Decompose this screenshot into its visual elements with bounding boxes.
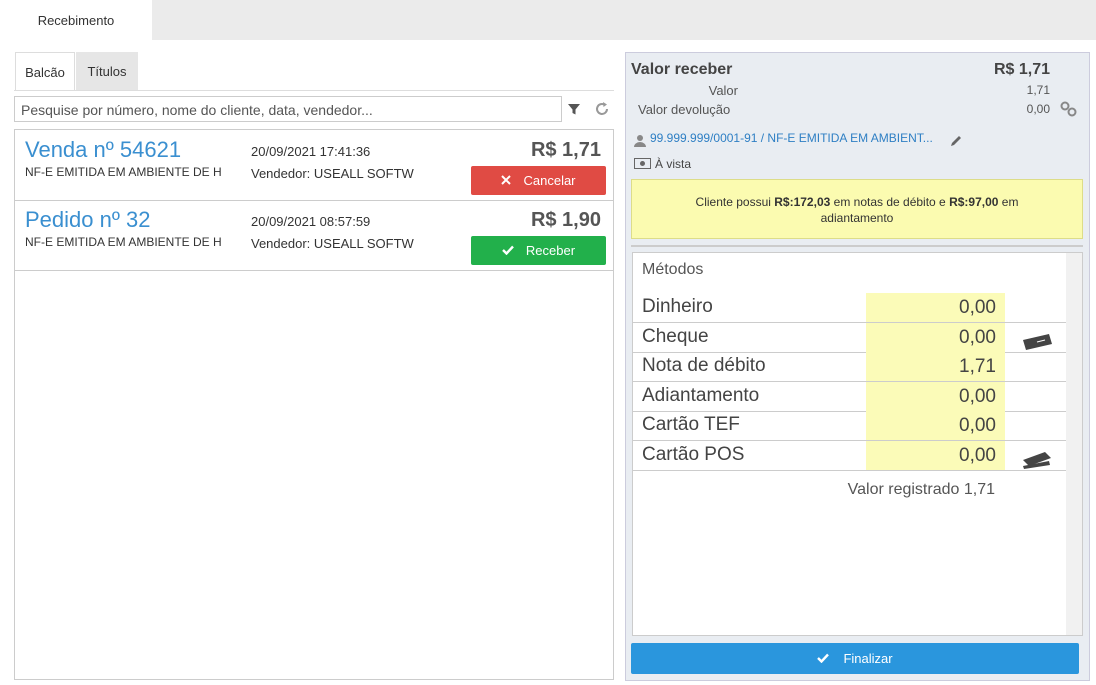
summary-title: Valor receber — [631, 61, 733, 78]
value: 1,71 — [1026, 83, 1050, 97]
order-date: 20/09/2021 08:57:59 — [251, 214, 371, 229]
notice-text: em notas de débito e — [833, 195, 946, 209]
cash-icon — [634, 158, 651, 169]
method-name: Nota de débito — [642, 355, 766, 376]
method-name: Cheque — [642, 325, 709, 347]
sub-tab[interactable]: Títulos — [76, 52, 138, 90]
credit-notice: Cliente possui R$:172,03 em notas de déb… — [631, 179, 1083, 239]
edit-icon[interactable] — [949, 134, 963, 148]
main-tab[interactable]: Recebimento — [0, 0, 152, 41]
method-value[interactable]: 0,00 — [866, 381, 1005, 411]
client-link[interactable]: 99.999.999/0001-91 / NF-E EMITIDA EM AMB… — [650, 131, 933, 145]
method-row: Nota de débito 1,71 — [633, 352, 1066, 382]
method-row: Cheque 0,00 — [633, 322, 1066, 353]
user-icon — [634, 135, 646, 147]
method-value[interactable]: 0,00 — [866, 411, 1005, 440]
order-description: NF-E EMITIDA EM AMBIENTE DE H — [25, 235, 222, 249]
card-icon[interactable] — [1021, 450, 1053, 470]
search-input[interactable]: Pesquise por número, nome do cliente, da… — [14, 96, 562, 122]
cheque-icon[interactable] — [1021, 332, 1053, 352]
payment-term: À vista — [655, 157, 692, 171]
method-name: Dinheiro — [642, 296, 713, 317]
tab-line — [14, 90, 614, 91]
sub-tab[interactable]: Balcão — [15, 52, 75, 90]
methods-box — [632, 252, 1083, 636]
order-amount: R$ 1,71 — [530, 139, 601, 161]
return-label: Valor devolução — [638, 102, 731, 117]
notice-amount: R$:97,00 — [949, 195, 999, 209]
order-description: NF-E EMITIDA EM AMBIENTE DE H — [25, 165, 222, 179]
cancel-button[interactable]: Cancelar — [471, 166, 606, 195]
method-value[interactable]: 1,71 — [866, 352, 1005, 381]
top-bar — [0, 0, 1096, 40]
method-value[interactable]: 0,00 — [866, 293, 1005, 322]
notice-text: em adiantamento — [820, 195, 1019, 225]
registered-total: Valor registrado 1,71 — [848, 481, 995, 499]
button-label: Cancelar — [523, 173, 576, 188]
separator — [631, 245, 1083, 247]
return-value: 0,00 — [1026, 102, 1050, 116]
registered-label: Valor registrado — [847, 481, 960, 498]
receive-button[interactable]: Receber — [471, 236, 606, 265]
order-date: 20/09/2021 17:41:36 — [251, 144, 371, 159]
method-name: Cartão POS — [642, 443, 745, 465]
method-value[interactable]: 0,00 — [866, 322, 1005, 352]
link-icon[interactable] — [1060, 101, 1078, 117]
order-title[interactable]: Pedido nº 32 — [25, 207, 151, 232]
order-list — [14, 129, 614, 680]
notice-amount: R$:172,03 — [774, 195, 831, 209]
notice-text: Cliente possui — [695, 195, 771, 209]
separator — [15, 270, 613, 271]
check-icon — [817, 653, 830, 664]
separator — [15, 200, 613, 201]
order-title[interactable]: Venda nº 54621 — [25, 137, 182, 162]
refresh-icon[interactable] — [594, 101, 610, 117]
x-icon — [501, 175, 512, 185]
summary-total: R$ 1,71 — [993, 61, 1050, 78]
order-amount: R$ 1,90 — [530, 209, 601, 231]
order-seller: Vendedor: USEALL SOFTW — [251, 236, 414, 251]
finish-button[interactable]: Finalizar — [631, 643, 1079, 674]
filter-icon[interactable] — [567, 103, 581, 116]
value-label: Valor — [708, 83, 738, 98]
registered-value: 1,71 — [963, 481, 995, 498]
button-label: Receber — [525, 243, 576, 258]
method-row: Adiantamento 0,00 — [633, 381, 1066, 412]
method-value[interactable]: 0,00 — [866, 440, 1005, 470]
button-label: Finalizar — [843, 651, 893, 666]
method-row: Dinheiro 0,00 — [633, 293, 1066, 323]
method-row: Cartão TEF 0,00 — [633, 411, 1066, 441]
method-row: Cartão POS 0,00 — [633, 440, 1066, 471]
order-seller: Vendedor: USEALL SOFTW — [251, 166, 414, 181]
methods-title: Métodos — [642, 261, 704, 278]
method-name: Adiantamento — [642, 384, 760, 406]
check-icon — [502, 245, 514, 256]
method-name: Cartão TEF — [642, 414, 740, 435]
scrollbar[interactable] — [1066, 253, 1082, 635]
